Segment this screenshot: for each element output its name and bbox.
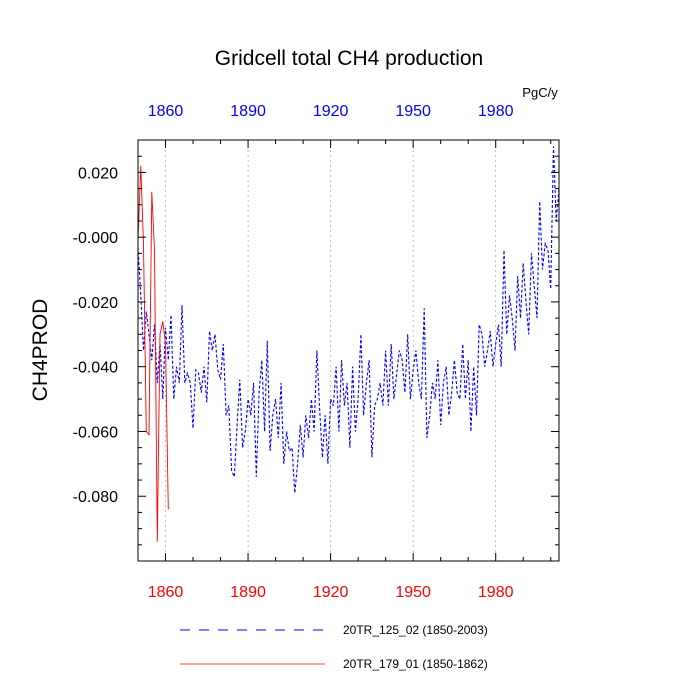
series-line-2 [137, 165, 169, 542]
legend: 20TR_125_02 (1850-2003) 20TR_179_01 (1850… [180, 623, 488, 671]
y-tick-label: -0.000 [73, 230, 118, 247]
legend-label-1: 20TR_125_02 (1850-2003) [343, 623, 488, 637]
x-tick-label-top: 1980 [478, 103, 514, 120]
x-tick-label-bottom: 1890 [230, 584, 266, 601]
units-label: PgC/y [522, 85, 558, 100]
y-tick-label: -0.040 [73, 360, 118, 377]
series-line-1 [137, 146, 560, 494]
y-tick-label: -0.020 [73, 295, 118, 312]
x-tick-label-bottom: 1920 [313, 584, 349, 601]
y-axis-label: CH4PROD [29, 299, 52, 402]
y-tick-label: -0.060 [73, 424, 118, 441]
x-tick-label-top: 1950 [395, 103, 431, 120]
x-tick-label-top: 1860 [148, 103, 184, 120]
x-tick-label-bottom: 1950 [395, 584, 431, 601]
series-layer [137, 146, 560, 542]
x-tick-label-bottom: 1860 [148, 584, 184, 601]
chart-title: Gridcell total CH4 production [215, 47, 483, 70]
x-tick-label-top: 1890 [230, 103, 266, 120]
legend-label-2: 20TR_179_01 (1850-1862) [343, 657, 488, 671]
tick-labels: 1860 1860 1890 1890 1920 1920 1950 1950 1980 1980… [73, 103, 514, 601]
x-tick-label-top: 1920 [313, 103, 349, 120]
y-tick-label: 0.020 [78, 165, 118, 182]
gridlines [165, 140, 497, 561]
y-tick-label: -0.080 [73, 489, 118, 506]
tick-marks [137, 139, 559, 561]
x-tick-label-bottom: 1980 [478, 584, 514, 601]
